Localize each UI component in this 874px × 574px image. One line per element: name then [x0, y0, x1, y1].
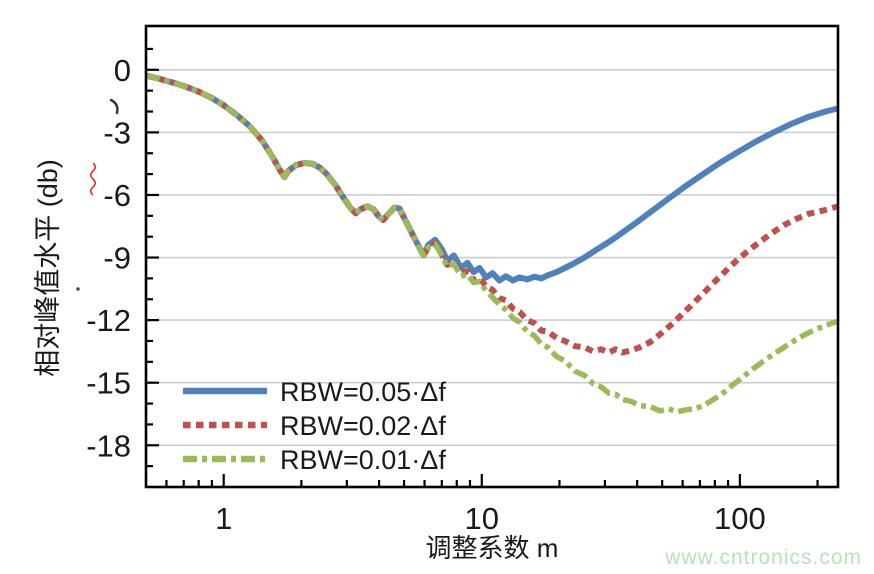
stray-comma-mark: [109, 98, 119, 115]
x-tick-label: 10: [465, 501, 499, 536]
series-line-2: [145, 72, 839, 415]
legend: RBW=0.05·Δf RBW=0.02·Δf RBW=0.01·Δf: [183, 377, 446, 475]
frame-layer: [144, 24, 840, 489]
y-tick-label: -9: [103, 241, 131, 276]
series-line-0: [145, 72, 839, 284]
legend-label-1: RBW=0.02·Δf: [280, 411, 446, 441]
y-tick-label: 0: [114, 53, 131, 88]
y-tick-label: -18: [86, 428, 131, 463]
series-line-1: [145, 72, 839, 356]
legend-label-0: RBW=0.05·Δf: [280, 377, 446, 407]
watermark: www.cntronics.com: [665, 546, 862, 569]
series-layer: [145, 72, 839, 415]
decoration-layer: [76, 98, 119, 291]
stray-dot-mark: [76, 287, 80, 291]
x-tick-label: 100: [714, 501, 766, 536]
plot-frame: [144, 24, 840, 489]
y-axis-title: 相对峰值水平 (db): [33, 159, 63, 377]
label-layer: 0 -3 -6 -9 -12 -15 -18 1 10 100 调整系数 m 相对峰值水平 (db): [33, 53, 766, 563]
spellcheck-squiggle: [89, 162, 97, 196]
y-tick-label: -12: [86, 303, 131, 338]
y-tick-label: -15: [86, 366, 131, 401]
y-tick-label: -3: [103, 115, 131, 150]
tick-layer: [146, 47, 819, 487]
x-axis-title: 调整系数 m: [426, 533, 559, 563]
y-tick-label: -6: [103, 178, 131, 213]
legend-label-2: RBW=0.01·Δf: [280, 445, 446, 475]
x-tick-label: 1: [215, 501, 232, 536]
grid-layer: [146, 69, 838, 447]
